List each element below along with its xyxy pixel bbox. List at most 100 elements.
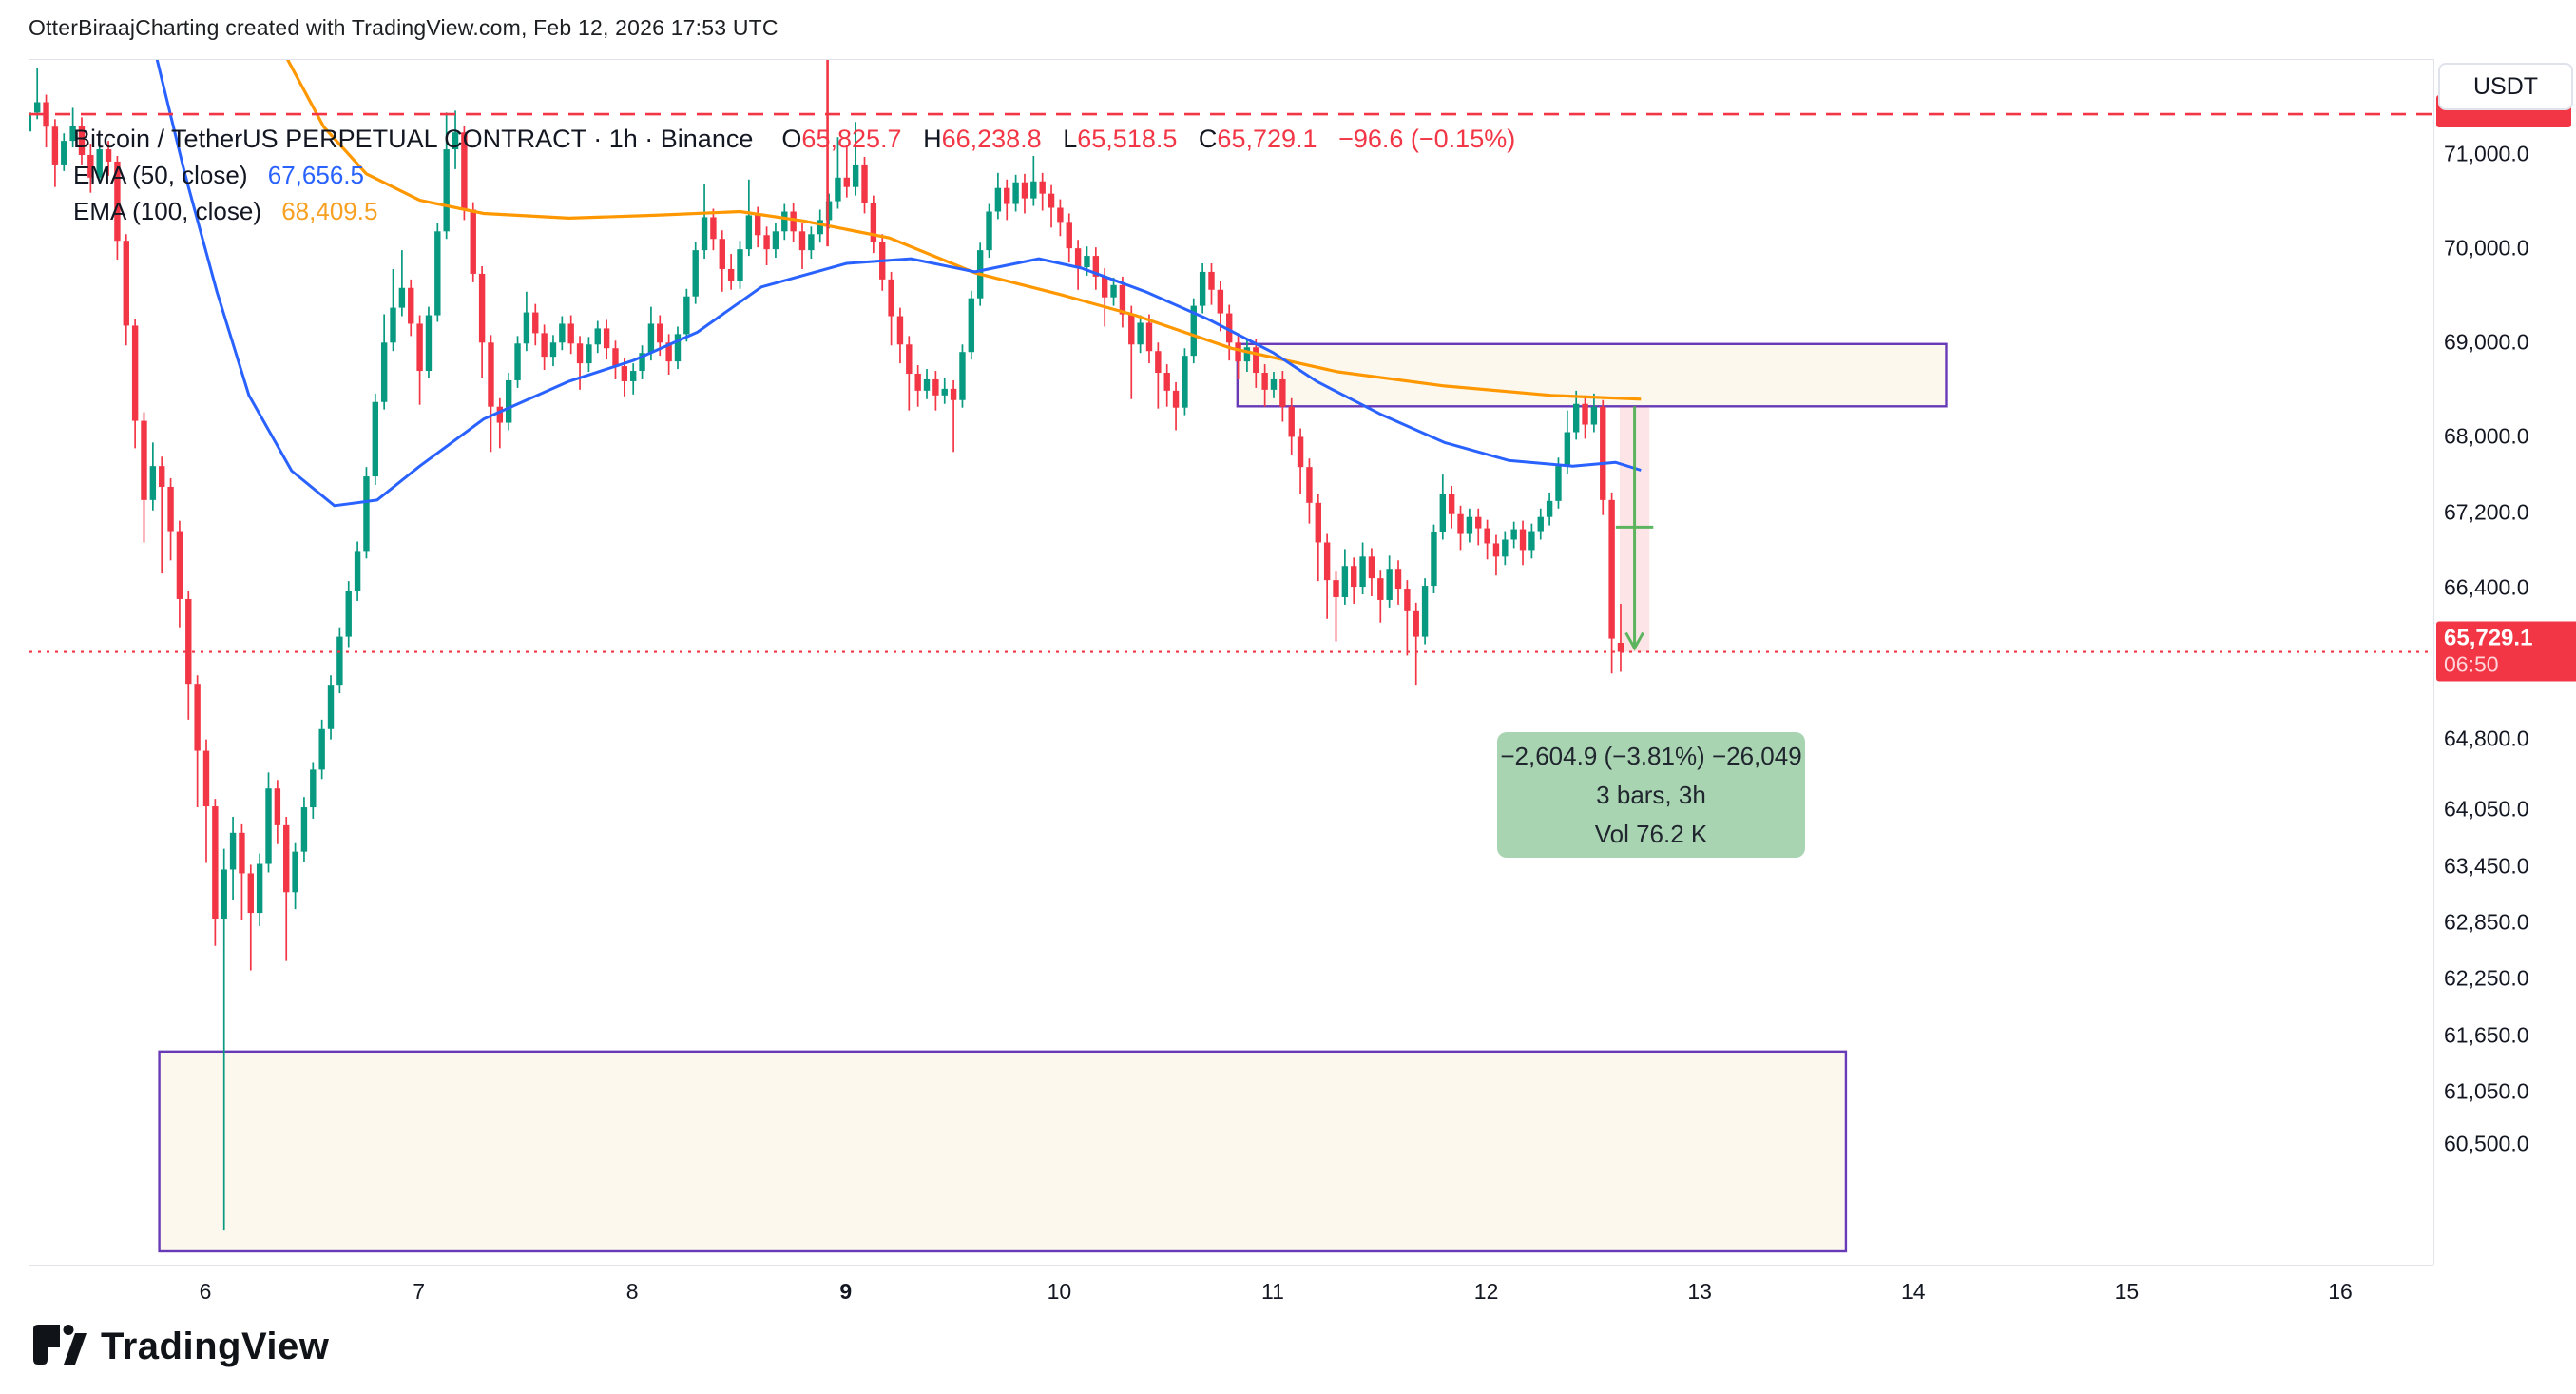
candle-body — [1182, 356, 1188, 408]
candle-body — [131, 325, 139, 421]
candle-body — [194, 684, 201, 751]
candle-body — [1528, 531, 1535, 551]
candle-body — [1341, 566, 1349, 597]
demand-zone-box[interactable] — [158, 1050, 1848, 1253]
candle-body — [51, 126, 59, 165]
symbol-name[interactable]: Bitcoin / TetherUS PERPETUAL CONTRACT — [73, 125, 586, 153]
candle-body — [1448, 494, 1455, 514]
candle-body — [1261, 373, 1268, 390]
candle-body — [1128, 314, 1135, 345]
interval-label[interactable]: 1h — [608, 125, 638, 153]
candle-body — [69, 126, 76, 142]
candle-body — [336, 636, 343, 686]
symbol-title-row[interactable]: Bitcoin / TetherUS PERPETUAL CONTRACT · … — [73, 125, 1516, 153]
ohlc-close: C65,729.1 — [1198, 125, 1317, 153]
ohlc-high: H66,238.8 — [923, 125, 1042, 153]
candle-body — [1431, 532, 1437, 587]
candle-body — [1145, 322, 1153, 352]
time-axis-label-8: 8 — [625, 1279, 639, 1304]
candle-body — [78, 126, 86, 155]
candle-body — [1608, 499, 1615, 639]
candle-body — [523, 312, 530, 344]
candle-body — [398, 287, 406, 308]
price-axis-label: 62,250.0 — [2444, 965, 2529, 991]
candle-body — [327, 685, 335, 729]
price-pane[interactable]: Bitcoin / TetherUS PERPETUAL CONTRACT · … — [29, 59, 2434, 1266]
candle-body — [1208, 271, 1215, 290]
chart-svg[interactable] — [29, 60, 2434, 1266]
candle-body — [576, 343, 584, 364]
current-price-value: 65,729.1 — [2444, 625, 2533, 651]
candle-body — [674, 334, 682, 362]
price-axis-label: 68,000.0 — [2444, 423, 2529, 449]
ema50-line[interactable] — [155, 60, 1642, 508]
candle-body — [1413, 610, 1419, 637]
candle-body — [1039, 181, 1046, 194]
candle-body — [737, 249, 743, 281]
chart-legend: Bitcoin / TetherUS PERPETUAL CONTRACT · … — [73, 125, 1515, 226]
price-axis-label: 69,000.0 — [2444, 329, 2529, 355]
candle-body — [594, 328, 601, 345]
candle-body — [1333, 580, 1339, 597]
candle-body — [470, 209, 476, 274]
candle-body — [1163, 373, 1170, 391]
candle-body — [852, 164, 859, 187]
measure-bar-count: 3 bars, 3h — [1596, 780, 1706, 809]
candle-body — [221, 869, 227, 920]
time-axis-label-6: 6 — [199, 1279, 212, 1304]
candle-body — [755, 215, 761, 236]
candle-body — [514, 343, 521, 380]
price-axis-label: 64,050.0 — [2444, 796, 2529, 822]
candle-body — [1084, 256, 1090, 267]
price-axis[interactable]: 71,433 USDT 71,000.070,000.069,000.068,0… — [2433, 59, 2576, 1265]
candle-body — [1564, 432, 1571, 467]
candle-body — [425, 315, 433, 372]
candle-body — [452, 132, 459, 150]
candle-body — [1323, 542, 1331, 581]
ohlc-low: L65,518.5 — [1063, 125, 1178, 153]
candle-body — [176, 531, 183, 599]
candle-body — [586, 344, 592, 364]
ema50-label[interactable]: EMA (50, close) — [73, 161, 248, 189]
candle-body — [1484, 528, 1490, 544]
candle-body — [1475, 516, 1482, 529]
candle-body — [1279, 378, 1286, 407]
candle-body — [1359, 556, 1366, 588]
candle-body — [968, 298, 975, 353]
candle-body — [202, 750, 210, 807]
candle-body — [941, 388, 948, 396]
currency-toggle-button[interactable]: USDT — [2438, 63, 2573, 110]
price-range-arrow[interactable] — [1615, 406, 1654, 651]
time-axis[interactable]: 6 7 8 9 10 11 12 13 14 15 16 — [29, 1265, 2433, 1325]
candlestick-series[interactable] — [29, 68, 1624, 1231]
candle-body — [1404, 589, 1411, 611]
candle-body — [639, 353, 645, 372]
ema100-line[interactable] — [283, 60, 1642, 401]
candle-body — [1546, 500, 1553, 517]
candle-body — [1110, 284, 1117, 298]
measure-tooltip: −2,604.9 (−3.81%) −26,049 3 bars, 3h Vol… — [1497, 732, 1805, 858]
tradingview-logo[interactable]: TradingView — [32, 1324, 329, 1370]
candle-body — [292, 851, 298, 893]
measure-price-change: −2,604.9 (−3.81%) −26,049 — [1500, 741, 1802, 770]
candle-body — [914, 374, 921, 391]
ema100-value: 68,409.5 — [281, 197, 378, 225]
candle-body — [1306, 467, 1313, 503]
candle-body — [247, 873, 254, 914]
candle-body — [1092, 256, 1100, 277]
candle-body — [443, 149, 450, 232]
candle-body — [1519, 529, 1527, 551]
time-axis-label-14: 14 — [1901, 1279, 1926, 1304]
time-axis-label-12: 12 — [1473, 1279, 1499, 1304]
candle-body — [1377, 578, 1384, 600]
ema50-value: 67,656.5 — [267, 161, 364, 189]
indicator-row-ema50[interactable]: EMA (50, close) 67,656.5 — [73, 161, 1515, 190]
ema100-label[interactable]: EMA (100, close) — [73, 197, 261, 225]
candle-body — [390, 307, 396, 343]
candle-body — [408, 287, 414, 324]
indicator-row-ema100[interactable]: EMA (100, close) 68,409.5 — [73, 197, 1515, 226]
candle-body — [380, 342, 388, 402]
candle-body — [363, 476, 370, 552]
candle-body — [29, 112, 32, 132]
time-axis-label-7: 7 — [413, 1279, 425, 1304]
